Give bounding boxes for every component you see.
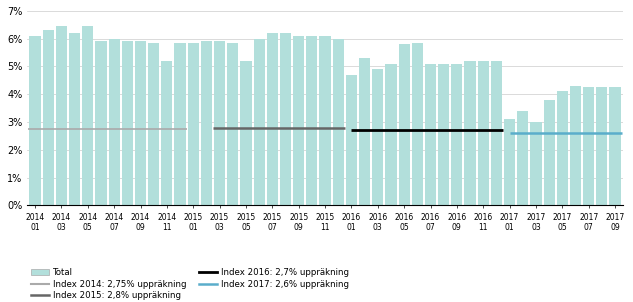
- Bar: [451, 64, 463, 205]
- Bar: [544, 100, 555, 205]
- Bar: [438, 64, 449, 205]
- Bar: [254, 39, 265, 205]
- Bar: [399, 44, 410, 205]
- Legend: Total, Index 2014: 2,75% uppräkning, Index 2015: 2,8% uppräkning, Index 2016: 2,: Total, Index 2014: 2,75% uppräkning, Ind…: [32, 268, 349, 300]
- Bar: [425, 64, 436, 205]
- Bar: [530, 122, 542, 205]
- Bar: [148, 43, 160, 205]
- Bar: [175, 43, 185, 205]
- Bar: [491, 61, 502, 205]
- Bar: [96, 41, 106, 205]
- Bar: [280, 33, 291, 205]
- Bar: [30, 36, 41, 205]
- Bar: [306, 36, 318, 205]
- Bar: [556, 92, 568, 205]
- Bar: [570, 86, 581, 205]
- Bar: [517, 111, 529, 205]
- Bar: [385, 64, 396, 205]
- Bar: [161, 61, 173, 205]
- Bar: [109, 39, 120, 205]
- Bar: [201, 41, 212, 205]
- Bar: [504, 119, 515, 205]
- Bar: [320, 36, 330, 205]
- Bar: [411, 43, 423, 205]
- Bar: [465, 61, 475, 205]
- Bar: [122, 41, 133, 205]
- Bar: [56, 26, 67, 205]
- Bar: [214, 41, 225, 205]
- Bar: [69, 33, 80, 205]
- Bar: [346, 75, 357, 205]
- Bar: [596, 87, 608, 205]
- Bar: [42, 31, 54, 205]
- Bar: [135, 41, 146, 205]
- Bar: [293, 36, 304, 205]
- Bar: [241, 61, 251, 205]
- Bar: [478, 61, 489, 205]
- Bar: [227, 43, 239, 205]
- Bar: [583, 87, 594, 205]
- Bar: [359, 58, 370, 205]
- Bar: [266, 33, 278, 205]
- Bar: [332, 39, 344, 205]
- Bar: [610, 87, 620, 205]
- Bar: [82, 26, 94, 205]
- Bar: [187, 43, 199, 205]
- Bar: [372, 69, 384, 205]
